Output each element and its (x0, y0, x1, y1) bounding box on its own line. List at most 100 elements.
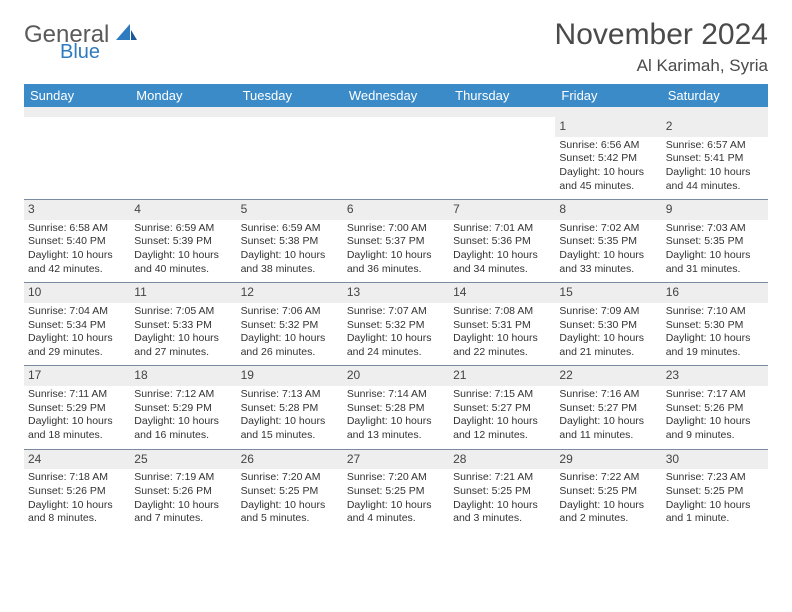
sunrise-line: Sunrise: 7:09 AM (559, 305, 657, 319)
day-cell: 6Sunrise: 7:00 AMSunset: 5:37 PMDaylight… (343, 200, 449, 283)
daylight-line: Daylight: 10 hours and 2 minutes. (559, 499, 657, 526)
header: General Blue November 2024 Al Karimah, S… (24, 18, 768, 76)
week-row: 10 Sunrise: 7:04 AMSunset: 5:34 PM Dayligh… (24, 283, 768, 366)
weekday-header-row: SundayMondayTuesdayWednesdayThursdayFrid… (24, 84, 768, 107)
weekday-header: Tuesday (237, 84, 343, 107)
day-cell: 28Sunrise: 7:21 AMSunset: 5:25 PMDayligh… (449, 449, 555, 532)
sunset-line: Sunset: 5:40 PM (28, 235, 126, 249)
calendar-table: SundayMondayTuesdayWednesdayThursdayFrid… (24, 84, 768, 532)
week-row: 1Sunrise: 6:56 AMSunset: 5:42 PMDaylight… (24, 117, 768, 200)
daylight-line: Daylight: 10 hours and 36 minutes. (347, 249, 445, 276)
daylight-line: Daylight: 10 hours and 21 minutes. (559, 332, 657, 359)
sunset-line: Sunset: 5:25 PM (559, 485, 657, 499)
day-number: 13 (343, 283, 449, 303)
title-block: November 2024 Al Karimah, Syria (555, 18, 768, 76)
daylight-line: Daylight: 10 hours and 34 minutes. (453, 249, 551, 276)
sunset-line: Sunset: 5:29 PM (134, 402, 232, 416)
day-cell: 9Sunrise: 7:03 AMSunset: 5:35 PMDaylight… (662, 200, 768, 283)
sunset-line: Sunset: 5:33 PM (134, 319, 232, 333)
sunset-line: Sunset: 5:26 PM (666, 402, 764, 416)
daylight-line: Daylight: 10 hours and 24 minutes. (347, 332, 445, 359)
sunrise-line: Sunrise: 7:01 AM (453, 222, 551, 236)
day-number: 20 (343, 366, 449, 386)
daylight-line: Daylight: 10 hours and 33 minutes. (559, 249, 657, 276)
day-cell: 13 Sunrise: 7:07 AMSunset: 5:32 PMDayligh… (343, 283, 449, 366)
sunrise-line: Sunrise: 7:16 AM (559, 388, 657, 402)
day-cell: 17Sunrise: 7:11 AMSunset: 5:29 PMDayligh… (24, 366, 130, 449)
day-number: 15 (555, 283, 661, 303)
day-number: 29 (555, 450, 661, 470)
day-cell: 14Sunrise: 7:08 AMSunset: 5:31 PMDayligh… (449, 283, 555, 366)
day-cell: 1Sunrise: 6:56 AMSunset: 5:42 PMDaylight… (555, 117, 661, 200)
empty-cell (343, 117, 449, 200)
day-number: 7 (449, 200, 555, 220)
logo: General Blue (24, 24, 138, 62)
day-number: 26 (237, 450, 343, 470)
sunrise-line: Sunrise: 7:04 AM (28, 305, 126, 319)
day-cell: 22Sunrise: 7:16 AMSunset: 5:27 PMDayligh… (555, 366, 661, 449)
day-number: 11 (130, 283, 236, 303)
daylight-line: Daylight: 10 hours and 3 minutes. (453, 499, 551, 526)
day-cell: 25Sunrise: 7:19 AMSunset: 5:26 PMDayligh… (130, 449, 236, 532)
day-number: 16 (662, 283, 768, 303)
daylight-line: Daylight: 10 hours and 26 minutes. (241, 332, 339, 359)
sunrise-line: Sunrise: 7:07 AM (347, 305, 445, 319)
day-number: 6 (343, 200, 449, 220)
daylight-line: Daylight: 10 hours and 5 minutes. (241, 499, 339, 526)
sunset-line: Sunset: 5:42 PM (559, 152, 657, 166)
day-number: 21 (449, 366, 555, 386)
sunset-line: Sunset: 5:30 PM (666, 319, 764, 333)
day-number: 1 (555, 117, 661, 137)
day-cell: 24Sunrise: 7:18 AMSunset: 5:26 PMDayligh… (24, 449, 130, 532)
day-cell: 3Sunrise: 6:58 AMSunset: 5:40 PMDaylight… (24, 200, 130, 283)
sunrise-line: Sunrise: 7:13 AM (241, 388, 339, 402)
sunrise-line: Sunrise: 7:22 AM (559, 471, 657, 485)
weekday-header: Thursday (449, 84, 555, 107)
day-number: 10 (24, 283, 130, 303)
sunrise-line: Sunrise: 6:59 AM (241, 222, 339, 236)
week-row: 17Sunrise: 7:11 AMSunset: 5:29 PMDayligh… (24, 366, 768, 449)
sunset-line: Sunset: 5:32 PM (347, 319, 445, 333)
daylight-line: Daylight: 10 hours and 12 minutes. (453, 415, 551, 442)
sunset-line: Sunset: 5:30 PM (559, 319, 657, 333)
sunset-line: Sunset: 5:34 PM (28, 319, 126, 333)
empty-cell (449, 117, 555, 200)
daylight-line: Daylight: 10 hours and 44 minutes. (666, 166, 764, 193)
day-cell: 27Sunrise: 7:20 AMSunset: 5:25 PMDayligh… (343, 449, 449, 532)
day-cell: 29Sunrise: 7:22 AMSunset: 5:25 PMDayligh… (555, 449, 661, 532)
sunrise-line: Sunrise: 7:10 AM (666, 305, 764, 319)
day-cell: 30Sunrise: 7:23 AMSunset: 5:25 PMDayligh… (662, 449, 768, 532)
day-cell: 19Sunrise: 7:13 AMSunset: 5:28 PMDayligh… (237, 366, 343, 449)
sunrise-line: Sunrise: 6:59 AM (134, 222, 232, 236)
daylight-line: Daylight: 10 hours and 45 minutes. (559, 166, 657, 193)
sunrise-line: Sunrise: 7:03 AM (666, 222, 764, 236)
day-cell: 11Sunrise: 7:05 AMSunset: 5:33 PMDayligh… (130, 283, 236, 366)
day-number: 8 (555, 200, 661, 220)
daylight-line: Daylight: 10 hours and 38 minutes. (241, 249, 339, 276)
weekday-header: Sunday (24, 84, 130, 107)
calendar-body: 1Sunrise: 6:56 AMSunset: 5:42 PMDaylight… (24, 107, 768, 532)
sunset-line: Sunset: 5:28 PM (241, 402, 339, 416)
daylight-line: Daylight: 10 hours and 27 minutes. (134, 332, 232, 359)
sunset-line: Sunset: 5:29 PM (28, 402, 126, 416)
sunset-line: Sunset: 5:39 PM (134, 235, 232, 249)
empty-cell (24, 117, 130, 200)
sunrise-line: Sunrise: 7:19 AM (134, 471, 232, 485)
day-cell: 20Sunrise: 7:14 AMSunset: 5:28 PMDayligh… (343, 366, 449, 449)
day-cell: 15 Sunrise: 7:09 AMSunset: 5:30 PMDayligh… (555, 283, 661, 366)
daylight-line: Daylight: 10 hours and 11 minutes. (559, 415, 657, 442)
daylight-line: Daylight: 10 hours and 1 minute. (666, 499, 764, 526)
daylight-line: Daylight: 10 hours and 42 minutes. (28, 249, 126, 276)
sunrise-line: Sunrise: 7:08 AM (453, 305, 551, 319)
sunset-line: Sunset: 5:27 PM (559, 402, 657, 416)
location: Al Karimah, Syria (555, 56, 768, 76)
sunrise-line: Sunrise: 6:58 AM (28, 222, 126, 236)
day-number: 18 (130, 366, 236, 386)
sunset-line: Sunset: 5:25 PM (453, 485, 551, 499)
sunset-line: Sunset: 5:35 PM (559, 235, 657, 249)
sunrise-line: Sunrise: 7:06 AM (241, 305, 339, 319)
day-number: 17 (24, 366, 130, 386)
sunrise-line: Sunrise: 7:00 AM (347, 222, 445, 236)
day-number: 28 (449, 450, 555, 470)
weekday-header: Wednesday (343, 84, 449, 107)
